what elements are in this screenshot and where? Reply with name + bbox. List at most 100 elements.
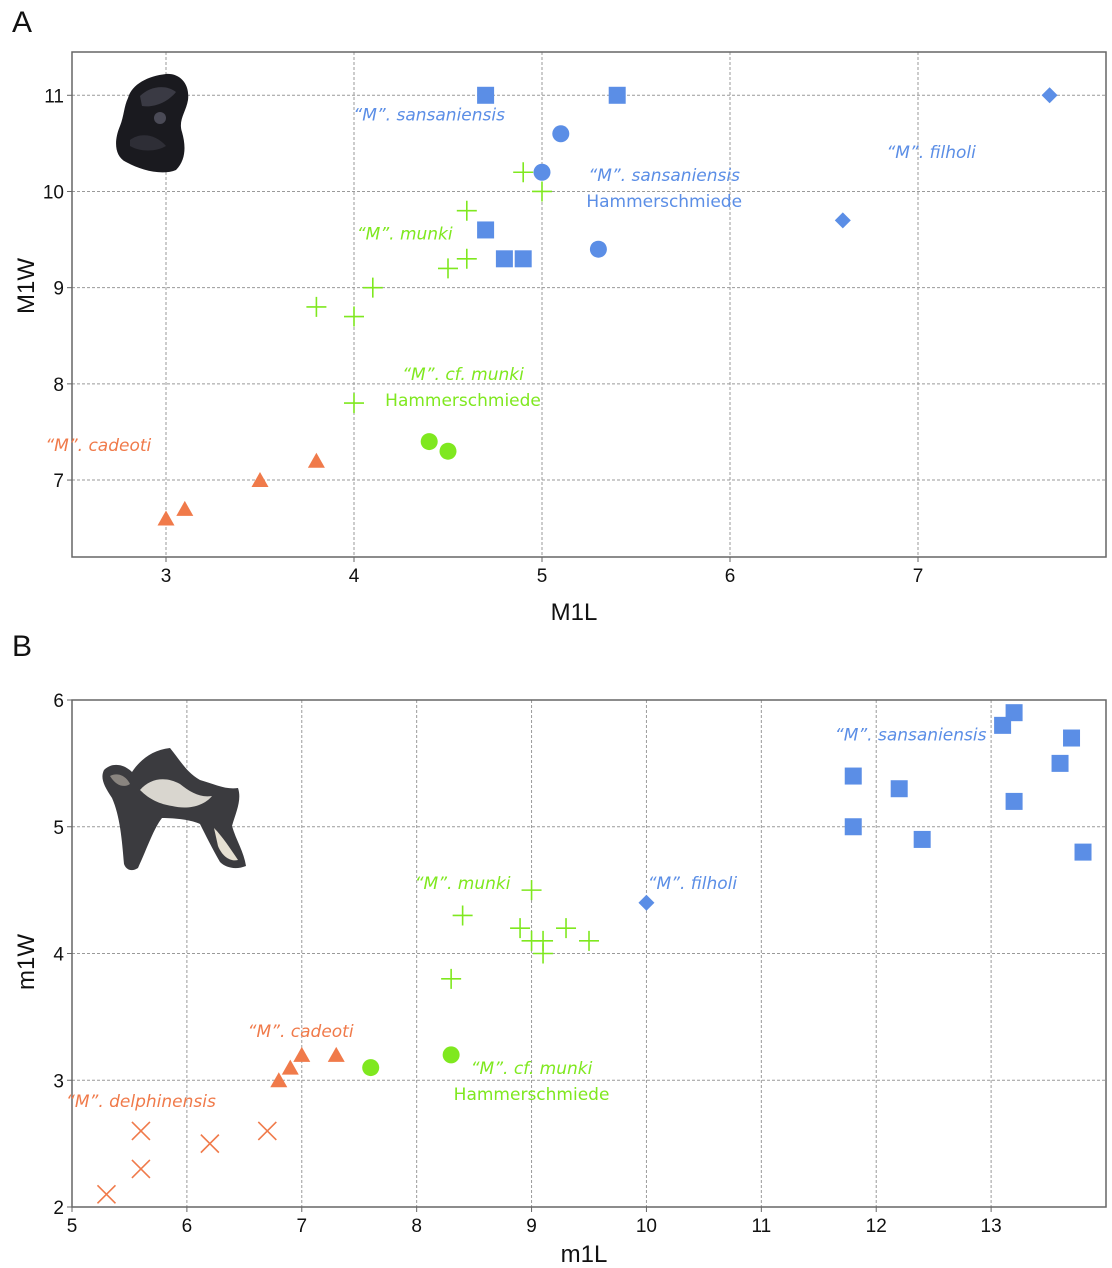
lower-molar-tooth-photo-icon <box>102 748 246 871</box>
data-point-blue-diamond <box>638 894 655 911</box>
annotation-label: “M”. sansaniensis <box>835 726 987 746</box>
data-point-blue-square <box>844 767 862 785</box>
data-point-orange-triangle <box>327 1046 345 1062</box>
y-tick-label: 8 <box>53 375 64 396</box>
panel-b-grid <box>72 700 1106 1207</box>
panel-b-tick-labels: 5 6 7 8 9 10 11 12 13 2 3 4 5 6 <box>53 691 1001 1237</box>
data-point-orange-x <box>200 1134 220 1154</box>
x-tick-label: 3 <box>161 566 172 587</box>
data-point-green-circle <box>442 1046 460 1064</box>
data-point-green-plus <box>362 277 383 298</box>
x-tick-label: 7 <box>296 1216 307 1237</box>
panel-b-annotations: “M”. sansaniensis “M”. filholi “M”. munki “… <box>66 726 987 1112</box>
data-point-blue-square <box>890 780 908 798</box>
data-point-blue-square <box>994 716 1012 734</box>
annotation-label: “M”. cadeoti <box>45 436 151 456</box>
data-point-blue-square <box>913 830 931 848</box>
annotation-label: “M”. delphinensis <box>66 1092 216 1112</box>
data-point-blue-circle <box>533 163 551 181</box>
y-tick-label: 5 <box>53 818 64 839</box>
annotation-label: “M”. sansaniensis <box>588 166 740 186</box>
data-point-green-circle <box>362 1059 380 1077</box>
data-point-green-plus <box>533 943 554 964</box>
x-tick-label: 8 <box>411 1216 422 1237</box>
annotation-label: Hammerschmiede <box>454 1085 610 1105</box>
data-point-green-plus <box>556 918 577 939</box>
data-point-green-plus <box>456 248 477 269</box>
annotation-label: “M”. munki <box>357 225 453 245</box>
x-tick-label: 10 <box>636 1216 657 1237</box>
data-point-orange-triangle <box>281 1059 299 1075</box>
data-point-blue-square <box>1074 843 1092 861</box>
panel-b-x-axis-title: m1L <box>561 1241 608 1268</box>
data-point-green-plus <box>344 393 364 414</box>
data-point-green-circle <box>439 442 457 460</box>
data-point-blue-square <box>514 250 532 268</box>
y-tick-label: 10 <box>43 182 64 203</box>
data-point-blue-square <box>495 250 513 268</box>
data-point-green-plus <box>513 162 534 183</box>
x-tick-label: 11 <box>751 1216 771 1237</box>
annotation-label: “M”. cf. munki <box>471 1059 593 1079</box>
data-point-orange-x <box>131 1159 151 1179</box>
data-point-orange-x <box>131 1121 151 1141</box>
x-tick-label: 5 <box>537 566 548 587</box>
x-tick-label: 7 <box>913 566 924 587</box>
data-point-green-circle <box>420 433 438 451</box>
data-point-blue-square <box>477 221 495 239</box>
data-point-blue-square <box>844 818 862 836</box>
data-point-blue-square <box>477 86 495 104</box>
data-point-green-plus <box>579 930 599 951</box>
panel-a-annotations: “M”. sansaniensis “M”. sansaniensis Hammer… <box>45 105 976 456</box>
panel-a-markers <box>157 86 1058 526</box>
panel-a-y-axis-title: M1W <box>13 258 40 314</box>
molar-tooth-photo-icon <box>116 73 189 173</box>
panel-b-y-axis-title: m1W <box>13 934 40 990</box>
data-point-blue-square <box>608 86 626 104</box>
data-point-blue-circle <box>589 240 607 258</box>
annotation-label: “M”. filholi <box>886 143 976 163</box>
panel-a-letter: A <box>12 6 32 39</box>
annotation-label: “M”. cadeoti <box>248 1022 354 1042</box>
annotation-label: Hammerschmiede <box>586 192 742 212</box>
data-point-blue-circle <box>552 125 570 143</box>
y-tick-label: 7 <box>53 471 64 492</box>
data-point-blue-square <box>1063 729 1081 747</box>
x-tick-label: 13 <box>981 1216 1002 1237</box>
data-point-green-plus <box>441 968 462 989</box>
data-point-orange-triangle <box>251 472 269 488</box>
y-tick-label: 11 <box>44 86 64 107</box>
annotation-label: “M”. sansaniensis <box>353 105 505 125</box>
data-point-green-plus <box>532 181 552 202</box>
panel-a-grid <box>72 52 1106 557</box>
data-point-green-plus <box>510 918 531 939</box>
annotation-label: “M”. cf. munki <box>402 365 524 385</box>
annotation-label: Hammerschmiede <box>385 391 541 411</box>
data-point-blue-square <box>1051 754 1069 772</box>
x-tick-label: 6 <box>725 566 736 587</box>
y-tick-label: 6 <box>53 691 64 712</box>
panel-b-letter: B <box>12 630 32 663</box>
panel-b-markers <box>96 704 1092 1204</box>
data-point-orange-x <box>96 1184 117 1204</box>
annotation-label: “M”. munki <box>415 874 511 894</box>
x-tick-label: 5 <box>67 1216 78 1237</box>
y-tick-label: 2 <box>53 1198 64 1219</box>
data-point-green-plus <box>521 880 542 901</box>
x-tick-label: 12 <box>866 1216 887 1237</box>
data-point-green-plus <box>306 296 327 317</box>
y-tick-label: 9 <box>53 279 64 300</box>
data-point-green-plus <box>438 258 458 279</box>
y-tick-label: 4 <box>53 945 64 966</box>
data-point-blue-diamond <box>834 212 851 229</box>
data-point-blue-diamond <box>1041 87 1058 104</box>
y-tick-label: 3 <box>53 1071 64 1092</box>
data-point-orange-triangle <box>270 1072 288 1088</box>
data-point-blue-square <box>1005 792 1023 810</box>
panel-a-x-axis-title: M1L <box>551 599 598 626</box>
data-point-orange-triangle <box>176 500 194 516</box>
data-point-green-plus <box>456 200 477 221</box>
